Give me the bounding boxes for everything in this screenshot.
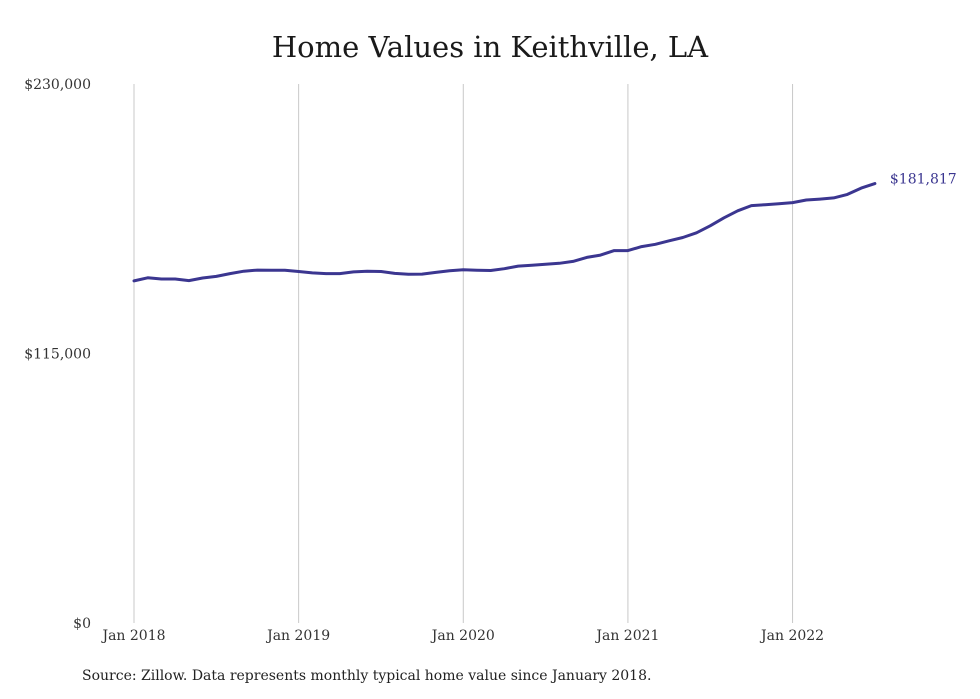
y-tick-label: $230,000: [24, 77, 91, 93]
x-tick-label: Jan 2021: [594, 628, 659, 644]
x-tick-label: Jan 2022: [759, 628, 824, 644]
latest-value-label: $181,817: [890, 172, 957, 188]
x-tick-label: Jan 2020: [430, 628, 495, 644]
x-axis-tick-labels: Jan 2018 Jan 2019 Jan 2020 Jan 2021 Jan 2022: [100, 628, 824, 644]
x-tick-label: Jan 2019: [265, 628, 330, 644]
y-axis-tick-labels: $0 $115,000 $230,000: [24, 77, 91, 632]
home-value-series-line: [132, 182, 877, 283]
gridlines: [133, 84, 794, 623]
y-tick-label: $115,000: [24, 347, 91, 363]
chart-title: Home Values in Keithville, LA: [271, 30, 709, 64]
y-tick-label: $0: [73, 616, 91, 632]
source-note: Source: Zillow. Data represents monthly …: [82, 668, 652, 684]
x-tick-label: Jan 2018: [100, 628, 165, 644]
